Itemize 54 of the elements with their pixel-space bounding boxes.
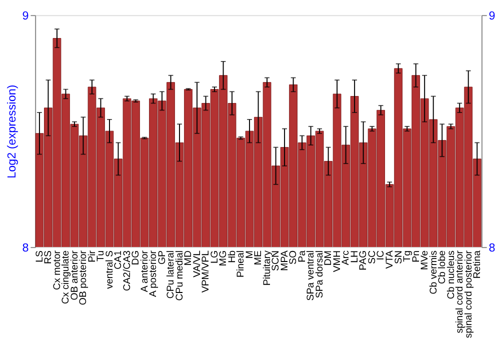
x-tick-label: GP — [156, 250, 168, 265]
x-tick-label: SCN — [270, 250, 282, 272]
x-tick-label: Cx motor — [52, 250, 63, 290]
x-tick-label: ME — [253, 250, 264, 266]
x-tick-label: M — [244, 250, 256, 259]
x-tick-label: Retina — [472, 250, 484, 279]
x-tick-label: Pa — [296, 250, 308, 262]
x-tick-label: PAG — [358, 250, 370, 270]
x-tick-label: SN — [393, 250, 404, 264]
x-tick-label: LG — [209, 250, 220, 264]
y2-tick-label: 9 — [488, 9, 496, 22]
x-tick-label: A posterior — [148, 250, 160, 298]
x-tick-label: spinal cord posterior — [463, 250, 474, 338]
x-tick-label: MVe — [420, 250, 431, 270]
x-tick-label: VPM/VPL — [200, 250, 212, 293]
x-tick-label: CA1 — [113, 250, 124, 270]
x-tick-label: VA/VL — [192, 250, 203, 278]
x-tick-label: Cb vermis — [428, 250, 440, 294]
x-tick-label: MPA — [279, 250, 290, 271]
x-tick-label: CPu medial — [174, 250, 186, 301]
x-tick-label: MG — [218, 250, 230, 266]
x-tick-label: OB anterior — [69, 250, 80, 300]
x-tick-label: MD — [183, 250, 194, 266]
x-tick-label: Tu — [96, 250, 107, 262]
x-tick-label: IC — [376, 250, 387, 260]
x-tick-label: Pn — [410, 250, 422, 262]
x-tick-label: spinal cord anterior — [454, 250, 466, 334]
x-tick-label: LS — [34, 250, 46, 262]
x-tick-label: DM — [323, 250, 334, 266]
x-tick-label: ventral S — [104, 250, 116, 289]
x-tick-label: OB posterior — [78, 250, 90, 306]
x-tick-label: Cb nucleus — [446, 250, 457, 300]
x-tick-label: SPa dorsal — [314, 250, 326, 298]
x-tick-label: RS — [43, 250, 54, 264]
x-tick-label: Arc — [340, 250, 352, 266]
x-tick-label: SO — [288, 250, 300, 265]
x-tick-label: Pir — [86, 250, 98, 262]
x-tick-label: LH — [349, 250, 360, 263]
x-tick-label: SPa ventral — [306, 250, 317, 301]
x-tick-label: Pineal — [236, 250, 247, 278]
x-tick-label: CPu lateral — [166, 250, 177, 299]
x-tick-label: Hb — [226, 250, 238, 263]
x-tick-label: A anterior — [139, 250, 150, 292]
x-tick-label: VMH — [332, 250, 343, 272]
x-tick-label: Cb lobe — [437, 250, 448, 284]
x-tick-label: DG — [130, 250, 142, 266]
x-tick-label: SC — [366, 250, 378, 264]
x-tick-label: Pituitary — [262, 250, 273, 286]
x-tick-label: VTA — [384, 250, 396, 269]
y2-tick-label: 8 — [488, 241, 496, 254]
y-axis-title: Log2 (expression) — [5, 84, 18, 178]
x-tick-label: CA2/CA3 — [122, 250, 133, 292]
x-tick-label: Cx cingulate — [60, 250, 72, 304]
x-tick-label: Tg — [402, 250, 414, 262]
